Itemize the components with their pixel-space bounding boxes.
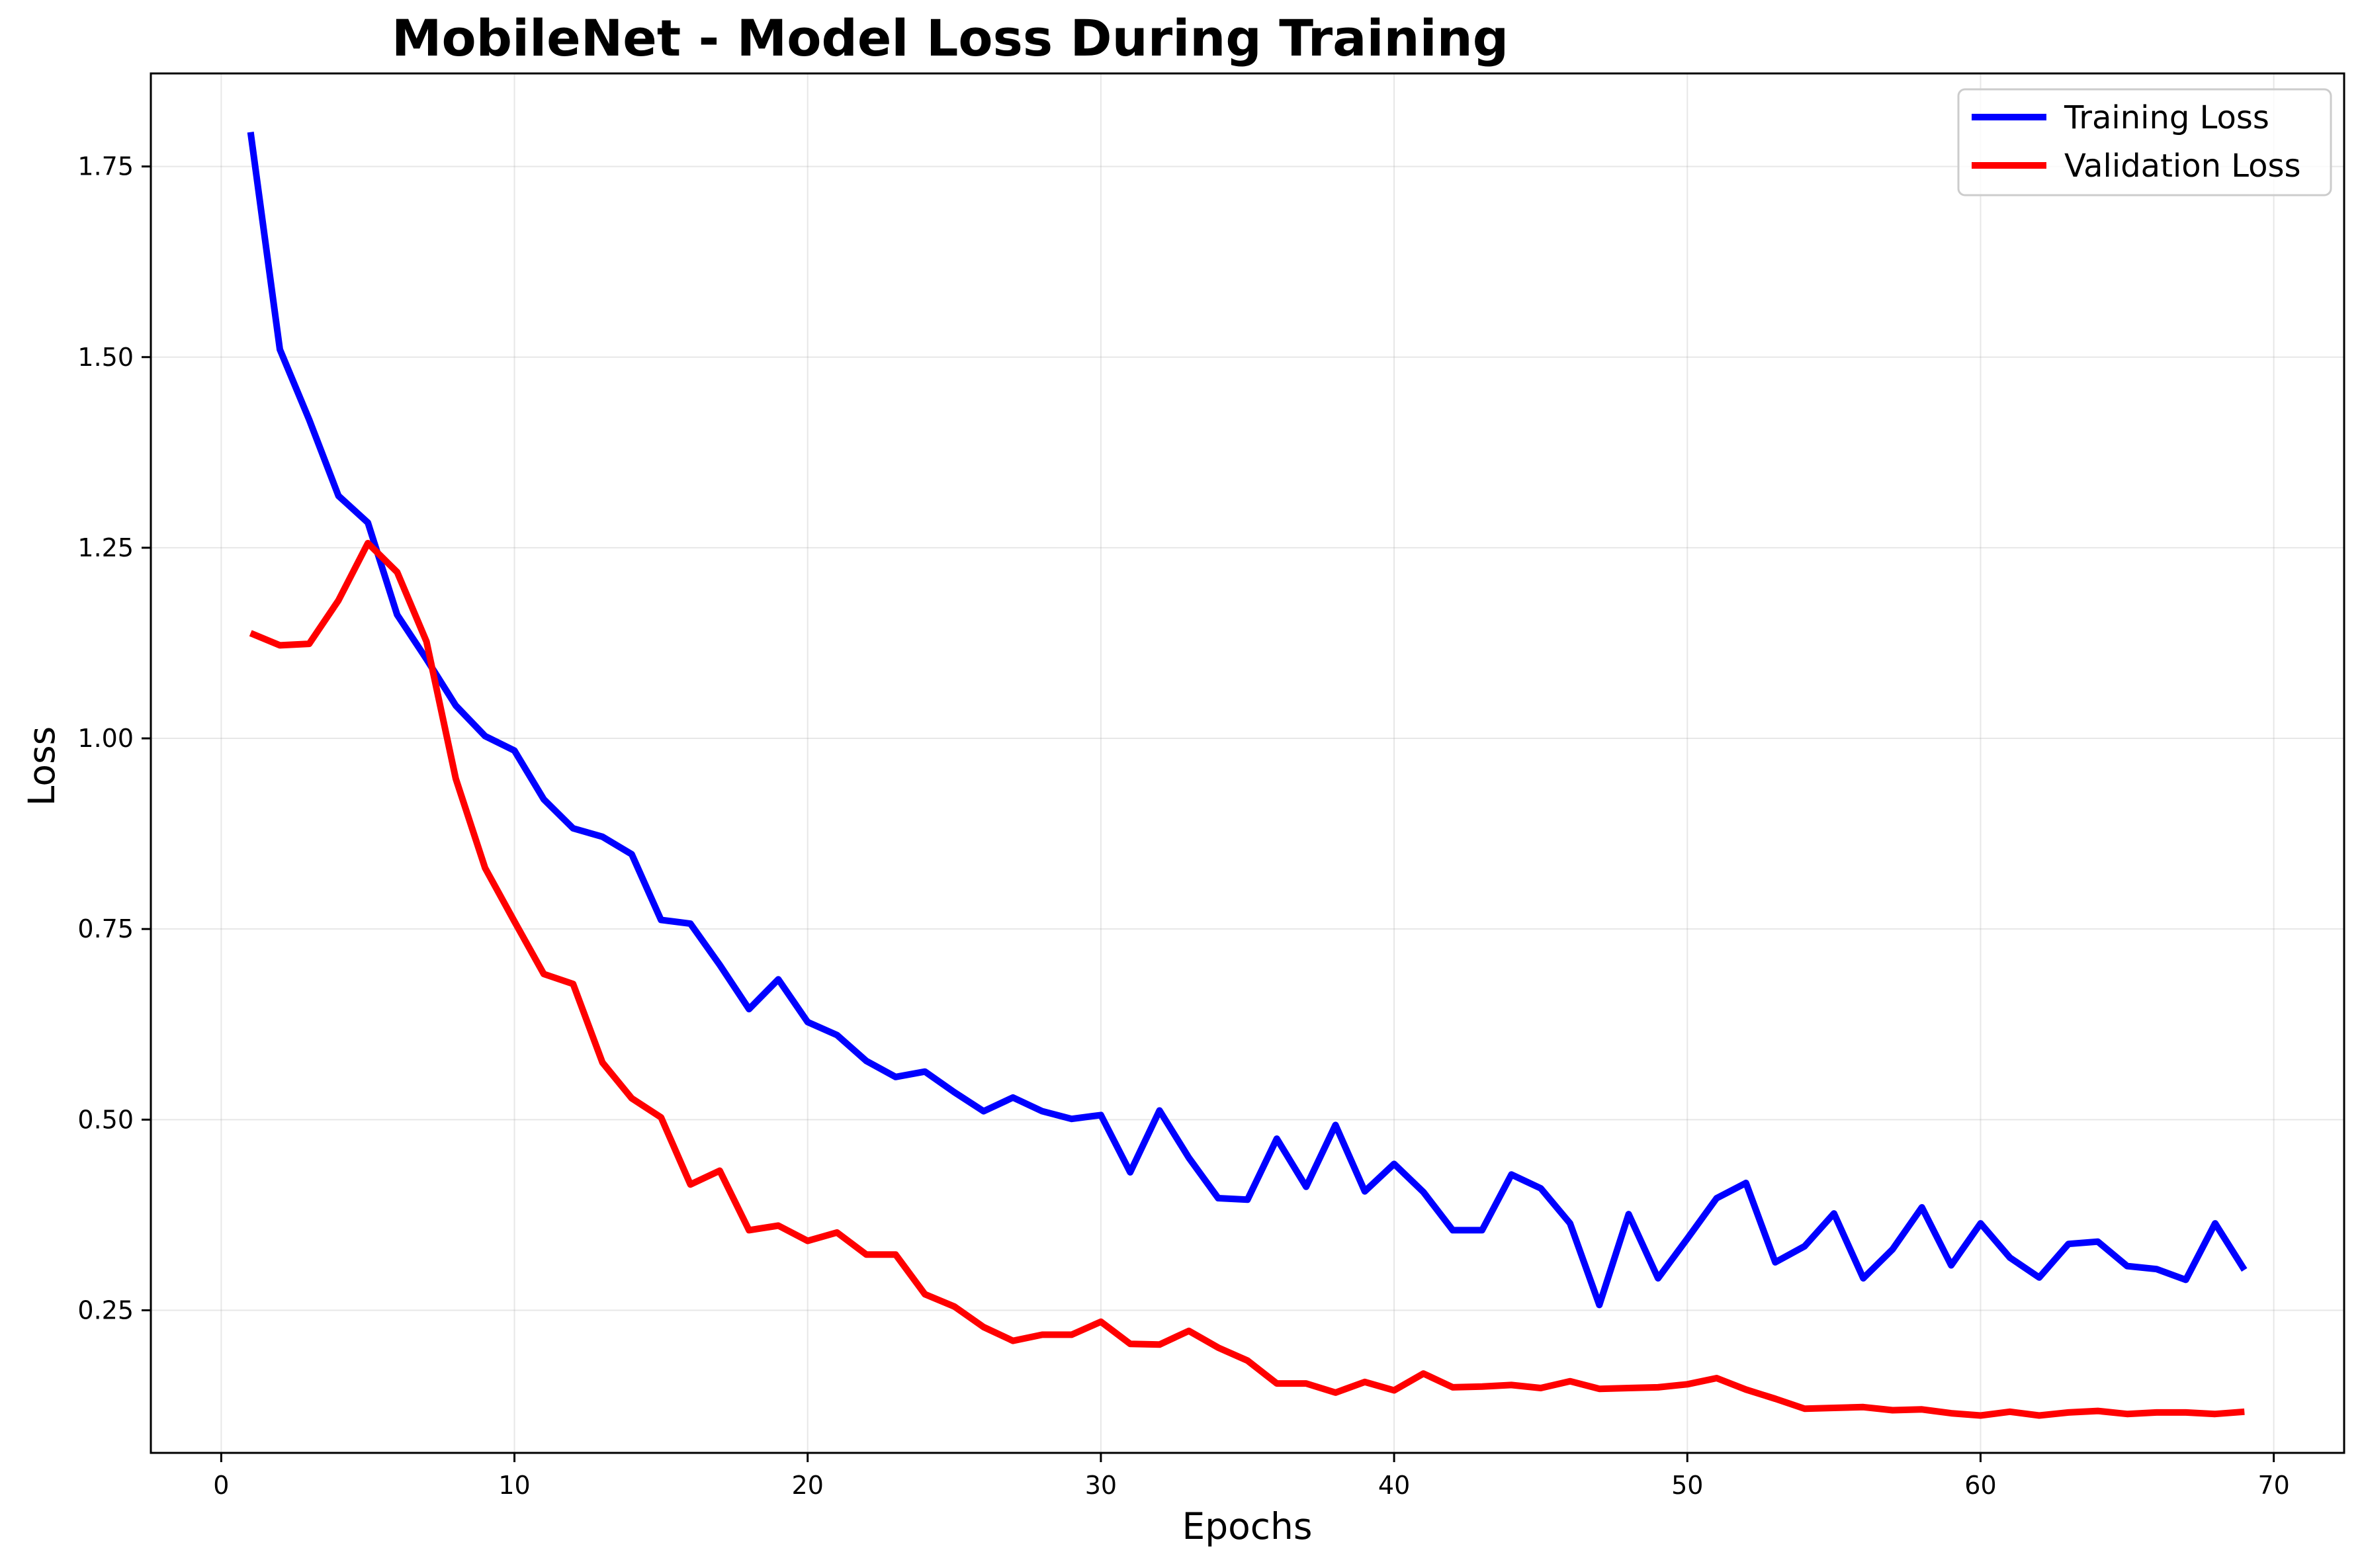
y-axis-label: Loss — [21, 726, 63, 806]
x-tick-label: 20 — [792, 1471, 824, 1500]
x-tick-label: 70 — [2257, 1471, 2289, 1500]
y-tick-label: 0.75 — [77, 914, 134, 943]
legend-label-validation: Validation Loss — [2064, 148, 2301, 185]
x-axis-label: Epochs — [1182, 1505, 1312, 1547]
x-tick-label: 0 — [213, 1471, 229, 1500]
validation-loss-line — [249, 540, 2245, 1419]
training-loss-line — [247, 132, 2248, 1309]
y-tick-label: 1.50 — [77, 343, 134, 372]
y-tick-label: 0.50 — [77, 1105, 134, 1134]
plot-frame — [150, 72, 2345, 1454]
x-tick-label: 60 — [1964, 1471, 1996, 1500]
y-tick-label: 1.00 — [77, 724, 134, 753]
y-tick-label: 1.75 — [77, 152, 134, 181]
y-tick-label: 0.25 — [77, 1295, 134, 1325]
chart-title: MobileNet - Model Loss During Training — [392, 9, 1509, 67]
grid — [151, 73, 2344, 1453]
legend: Training Loss Validation Loss — [1957, 88, 2332, 196]
ticks: 0 10 20 30 40 50 60 70 0.25 0.50 0.75 1.00 1.25 1.50 1… — [77, 152, 2289, 1500]
y-tick-label: 1.25 — [77, 533, 134, 562]
x-tick-label: 30 — [1085, 1471, 1117, 1500]
legend-box — [1957, 88, 2332, 196]
x-tick-label: 40 — [1378, 1471, 1410, 1500]
x-tick-label: 50 — [1671, 1471, 1703, 1500]
series-layer — [247, 132, 2248, 1419]
legend-label-training: Training Loss — [2064, 99, 2269, 136]
x-tick-label: 10 — [498, 1471, 530, 1500]
